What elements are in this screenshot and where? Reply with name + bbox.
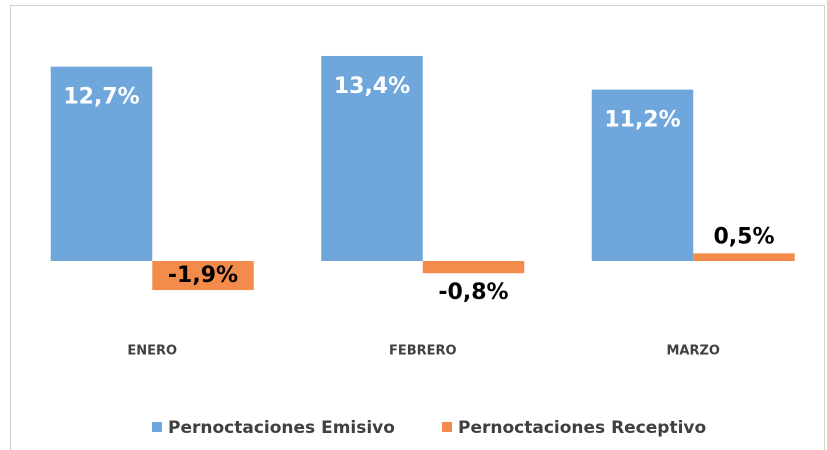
bar (422, 261, 525, 274)
data-label: -0,8% (438, 280, 508, 305)
legend-label: Pernoctaciones Emisivo (168, 418, 395, 438)
data-label: -1,9% (168, 263, 238, 288)
data-label: 0,5% (713, 224, 774, 249)
bar (321, 55, 423, 262)
legend-swatch (152, 422, 162, 432)
x-tick-label: FEBRERO (389, 344, 457, 359)
bar (693, 253, 795, 261)
data-label: 12,7% (63, 85, 139, 110)
legend-label: Pernoctaciones Receptivo (458, 418, 706, 438)
chart-frame (10, 5, 825, 450)
bar (50, 66, 153, 261)
data-label: 13,4% (334, 74, 410, 99)
x-tick-label: MARZO (667, 344, 721, 359)
data-label: 11,2% (604, 108, 680, 133)
bar (152, 261, 254, 291)
x-tick-label: ENERO (127, 344, 177, 359)
bar (591, 89, 694, 261)
legend-swatch (442, 422, 452, 432)
